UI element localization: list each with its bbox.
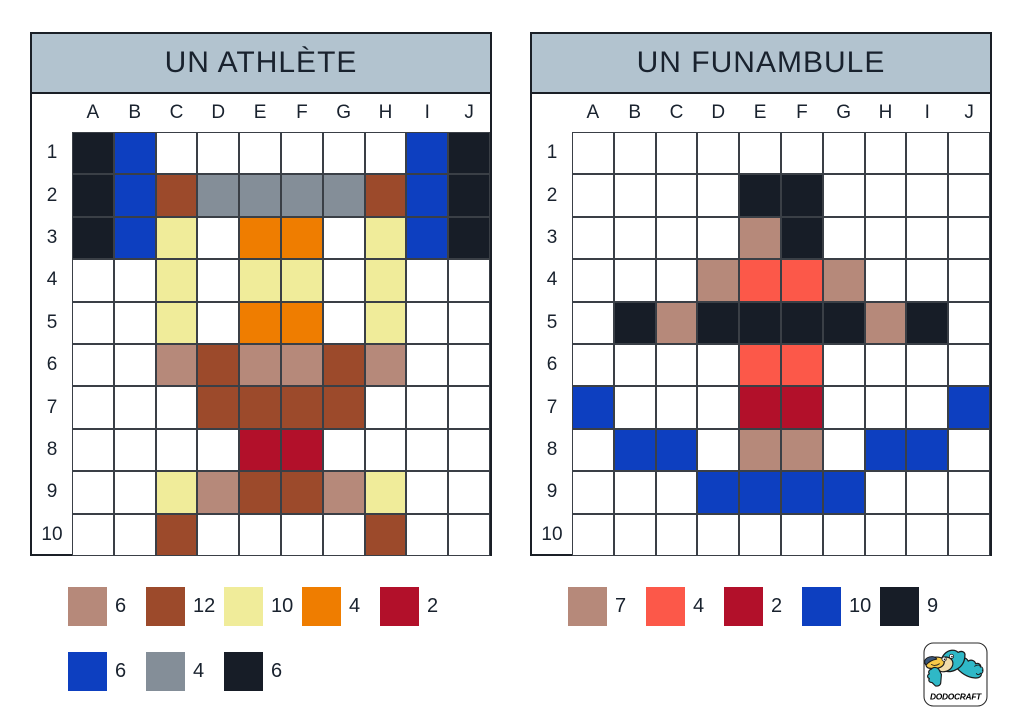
svg-text:DODOCRAFT: DODOCRAFT <box>930 691 982 701</box>
